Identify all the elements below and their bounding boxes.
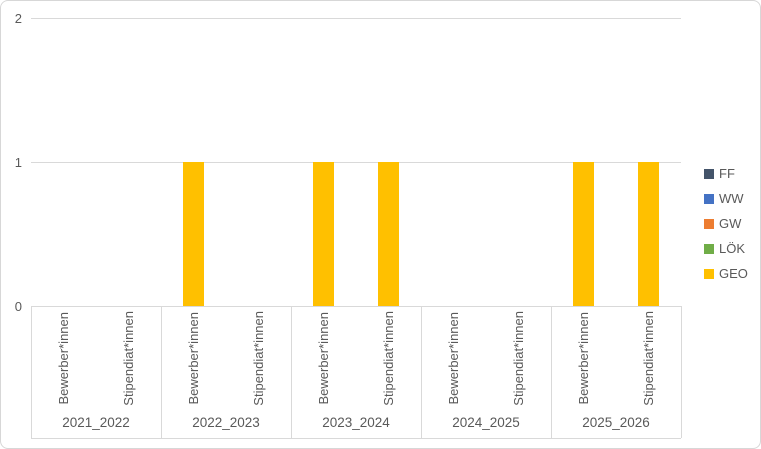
geo-bar	[378, 162, 399, 306]
category-divider	[291, 306, 292, 438]
legend-item-ww: WW	[704, 186, 748, 211]
category-divider	[421, 306, 422, 438]
legend-swatch-icon	[704, 218, 714, 229]
category-tick-label: Bewerber*innen	[31, 308, 96, 408]
x-axis-line	[31, 306, 681, 307]
group-label: 2023_2024	[322, 415, 390, 430]
legend-swatch-icon	[704, 193, 714, 204]
legend-label: FF	[719, 166, 735, 181]
y-gridline	[31, 18, 681, 19]
category-tick-label-text: Bewerber*innen	[186, 311, 201, 405]
y-axis-tick-label: 2	[14, 11, 22, 26]
category-tick-label: Stipendiat*innen	[616, 308, 681, 408]
category-divider	[161, 306, 162, 438]
category-tick-label: Stipendiat*innen	[226, 308, 291, 408]
category-tick-label-text: Bewerber*innen	[446, 311, 461, 405]
category-tick-label-text: Stipendiat*innen	[251, 310, 266, 406]
legend-swatch-icon	[704, 243, 714, 254]
category-tick-label-text: Bewerber*innen	[576, 311, 591, 405]
category-tick-label-text: Bewerber*innen	[316, 311, 331, 405]
geo-bar	[183, 162, 204, 306]
category-tick-label-text: Stipendiat*innen	[381, 310, 396, 406]
geo-bar	[573, 162, 594, 306]
category-tick-label-text: Bewerber*innen	[56, 311, 71, 405]
legend-swatch-icon	[704, 168, 714, 179]
legend-label: WW	[719, 191, 744, 206]
axis-band-bottom-border	[31, 438, 681, 439]
legend-item-ff: FF	[704, 161, 748, 186]
category-tick-label: Bewerber*innen	[291, 308, 356, 408]
category-tick-label: Bewerber*innen	[421, 308, 486, 408]
category-tick-label: Stipendiat*innen	[486, 308, 551, 408]
legend-label: GW	[719, 216, 742, 231]
geo-bar	[313, 162, 334, 306]
legend: FF WW GW LÖK GEO	[704, 161, 748, 286]
group-label: 2021_2022	[62, 415, 130, 430]
category-tick-label-text: Stipendiat*innen	[511, 310, 526, 406]
y-axis-tick-label: 0	[14, 299, 22, 314]
y-axis-tick-label: 1	[14, 155, 22, 170]
legend-swatch-icon	[704, 268, 714, 279]
legend-item-geo: GEO	[704, 261, 748, 286]
category-divider	[551, 306, 552, 438]
geo-bar	[638, 162, 659, 306]
category-tick-label: Bewerber*innen	[551, 308, 616, 408]
legend-item-gw: GW	[704, 211, 748, 236]
category-tick-label: Stipendiat*innen	[96, 308, 161, 408]
category-tick-label-text: Stipendiat*innen	[641, 310, 656, 406]
legend-label: GEO	[719, 266, 748, 281]
group-label: 2024_2025	[452, 415, 520, 430]
legend-item-lk: LÖK	[704, 236, 748, 261]
category-tick-label: Stipendiat*innen	[356, 308, 421, 408]
y-gridline	[31, 162, 681, 163]
category-divider	[681, 306, 682, 438]
category-tick-label: Bewerber*innen	[161, 308, 226, 408]
group-label: 2022_2023	[192, 415, 260, 430]
category-tick-label-text: Stipendiat*innen	[121, 310, 136, 406]
group-label: 2025_2026	[582, 415, 650, 430]
legend-label: LÖK	[719, 241, 746, 256]
category-divider	[31, 306, 32, 438]
